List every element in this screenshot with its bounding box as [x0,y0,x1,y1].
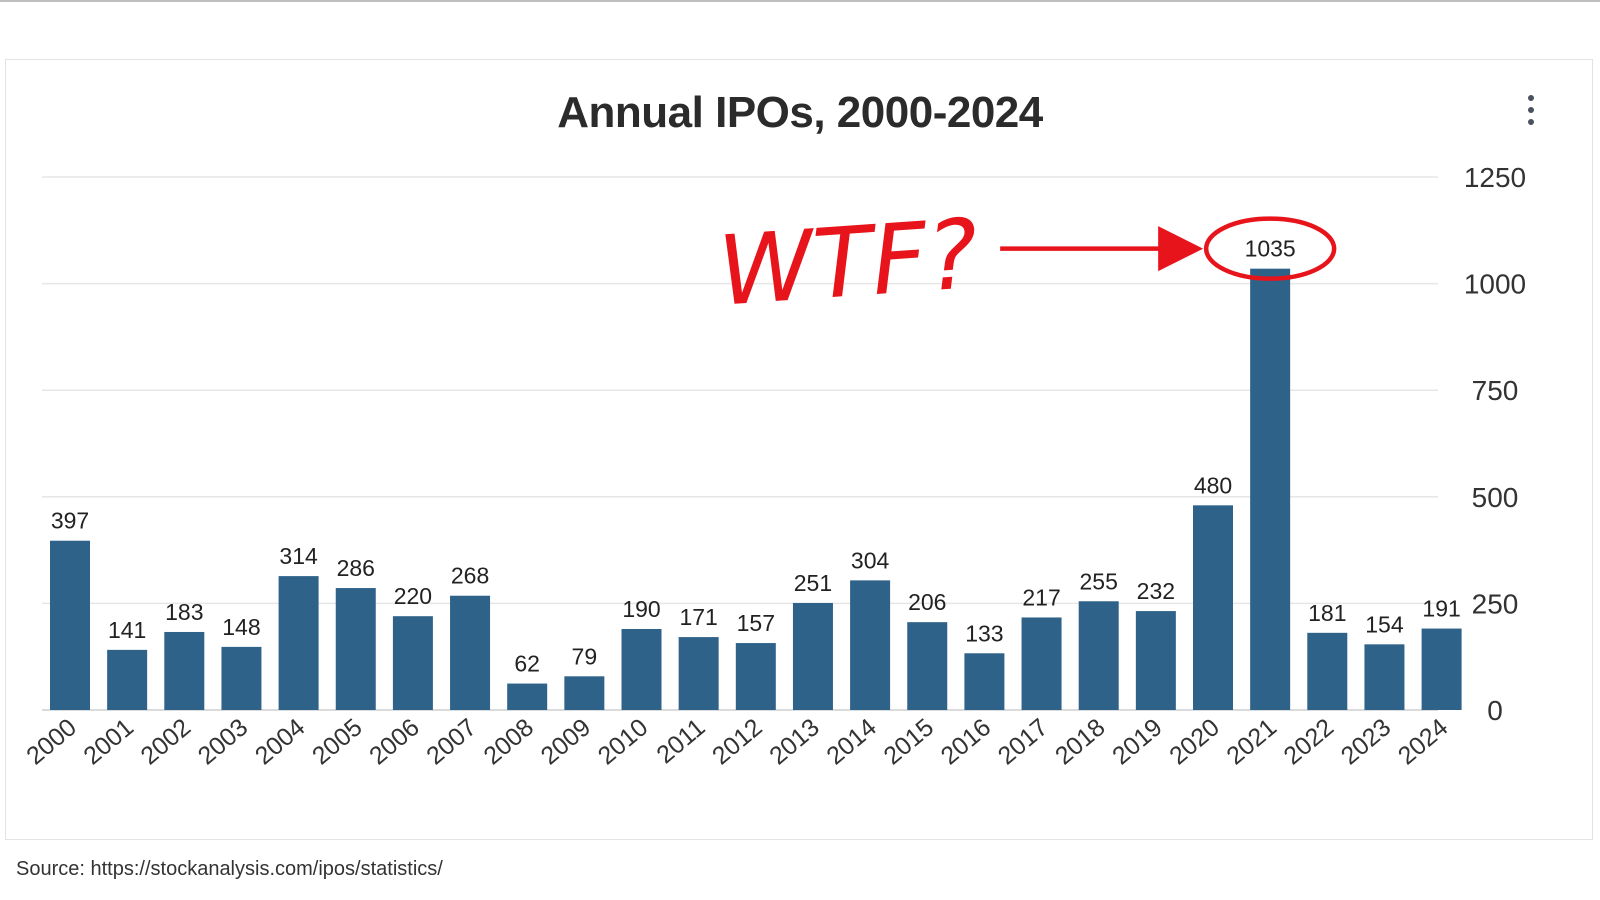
bar-2004[interactable] [278,576,319,710]
x-tick-label: 2018 [1050,713,1111,770]
x-tick-label: 2015 [878,713,939,770]
value-label: 480 [1194,472,1232,498]
value-label: 141 [108,617,146,643]
bar-2001[interactable] [107,649,148,710]
value-label: 183 [165,599,203,625]
value-label: 217 [1022,584,1060,610]
x-tick-label: 2023 [1336,713,1397,770]
y-tick-label: 1000 [1464,269,1526,300]
x-tick-label: 2009 [536,713,597,770]
menu-dot [1528,119,1534,125]
value-label: 232 [1137,578,1175,604]
x-tick-label: 2024 [1393,713,1454,770]
value-label: 190 [622,596,660,622]
chart-title: Annual IPOs, 2000-2024 [557,88,1043,137]
x-tick-label: 2002 [136,713,197,770]
x-tick-label: 2000 [21,713,82,770]
top-border-line [0,0,1600,2]
value-label: 1035 [1245,236,1296,262]
menu-dot [1528,107,1534,113]
x-tick-label: 2010 [593,713,654,770]
value-label: 154 [1365,611,1404,637]
x-tick-label: 2019 [1107,713,1168,770]
value-label: 79 [572,643,598,669]
value-label: 133 [965,620,1003,646]
y-tick-label: 500 [1472,482,1519,513]
bar-2002[interactable] [164,631,205,710]
bar-2008[interactable] [507,683,548,710]
y-tick-label: 1250 [1464,162,1526,193]
x-tick-label: 2022 [1279,713,1340,770]
x-tick-label: 2003 [193,713,254,770]
value-label: 304 [851,547,890,573]
bar-2010[interactable] [621,628,662,710]
annotation-text: WTF? [715,198,982,328]
x-tick-label: 2017 [993,713,1054,770]
x-tick-label: 2001 [78,713,139,770]
bar-2018[interactable] [1078,601,1119,710]
value-label: 255 [1080,568,1118,594]
y-tick-label: 750 [1472,375,1519,406]
value-label: 171 [679,604,717,630]
x-tick-label: 2006 [364,713,425,770]
value-label: 157 [737,610,775,636]
x-tick-label: 2020 [1164,713,1225,770]
value-label: 206 [908,589,946,615]
annotation-circle [1203,216,1337,281]
value-label: 148 [222,614,260,640]
bar-2006[interactable] [392,616,433,710]
bar-2017[interactable] [1021,617,1062,710]
value-label: 314 [279,543,318,569]
bar-2009[interactable] [564,676,605,710]
value-label: 181 [1308,600,1346,626]
bar-2012[interactable] [735,643,776,710]
menu-dot [1528,95,1534,101]
bar-2020[interactable] [1193,505,1233,710]
bar-2005[interactable] [335,588,376,710]
y-tick-label: 0 [1487,695,1503,726]
x-tick-label: 2004 [250,713,311,770]
more-options-icon[interactable] [1516,90,1546,130]
x-tick-label: 2005 [307,713,368,770]
bar-2023[interactable] [1364,644,1405,710]
value-label: 286 [337,555,375,581]
bar-2024[interactable] [1421,628,1462,710]
bar-2022[interactable] [1307,632,1348,710]
bar-2003[interactable] [221,646,262,710]
bar-2007[interactable] [450,595,491,710]
bar-2013[interactable] [792,602,833,710]
x-tick-label: 2012 [707,713,768,770]
x-tick-label: 2013 [764,713,825,770]
value-label: 251 [794,570,832,596]
value-label: 268 [451,563,489,589]
y-tick-label: 250 [1472,588,1519,619]
bar-2000[interactable] [50,540,90,710]
x-tick-label: 2021 [1221,713,1282,770]
bar-2016[interactable] [964,653,1005,710]
value-label: 220 [394,583,432,609]
bar-2015[interactable] [907,622,948,710]
bar-2021[interactable] [1250,268,1291,710]
x-tick-label: 2014 [821,713,882,770]
source-note: Source: https://stockanalysis.com/ipos/s… [16,858,443,880]
bar-2014[interactable] [850,580,891,710]
value-label: 191 [1422,596,1460,622]
value-label: 397 [51,508,89,534]
x-tick-label: 2016 [936,713,997,770]
bar-2019[interactable] [1135,611,1176,710]
x-tick-label: 2011 [651,713,710,769]
x-tick-label: 2007 [421,713,482,770]
value-label: 62 [514,651,540,677]
bar-2011[interactable] [678,637,719,710]
x-tick-label: 2008 [478,713,539,770]
